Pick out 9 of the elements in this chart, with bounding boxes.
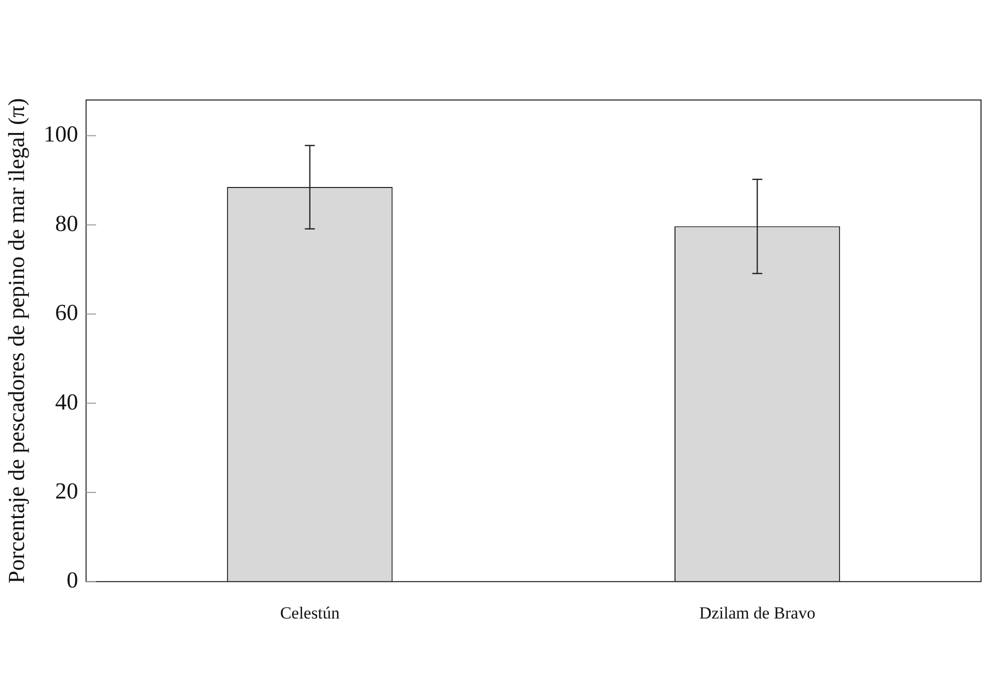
y-tick-label: 40 [55,389,78,414]
x-tick-label: Dzilam de Bravo [699,603,816,622]
y-tick-label: 80 [55,210,78,236]
y-tick-label: 0 [66,568,78,593]
y-tick-label: 100 [44,122,78,147]
y-tick-label: 20 [55,478,78,504]
x-tick-label: Celestún [280,603,340,622]
y-tick-label: 60 [55,300,78,326]
y-axis-title: Porcentaje de pescadores de pepino de mar ilegal (π) [4,98,29,584]
